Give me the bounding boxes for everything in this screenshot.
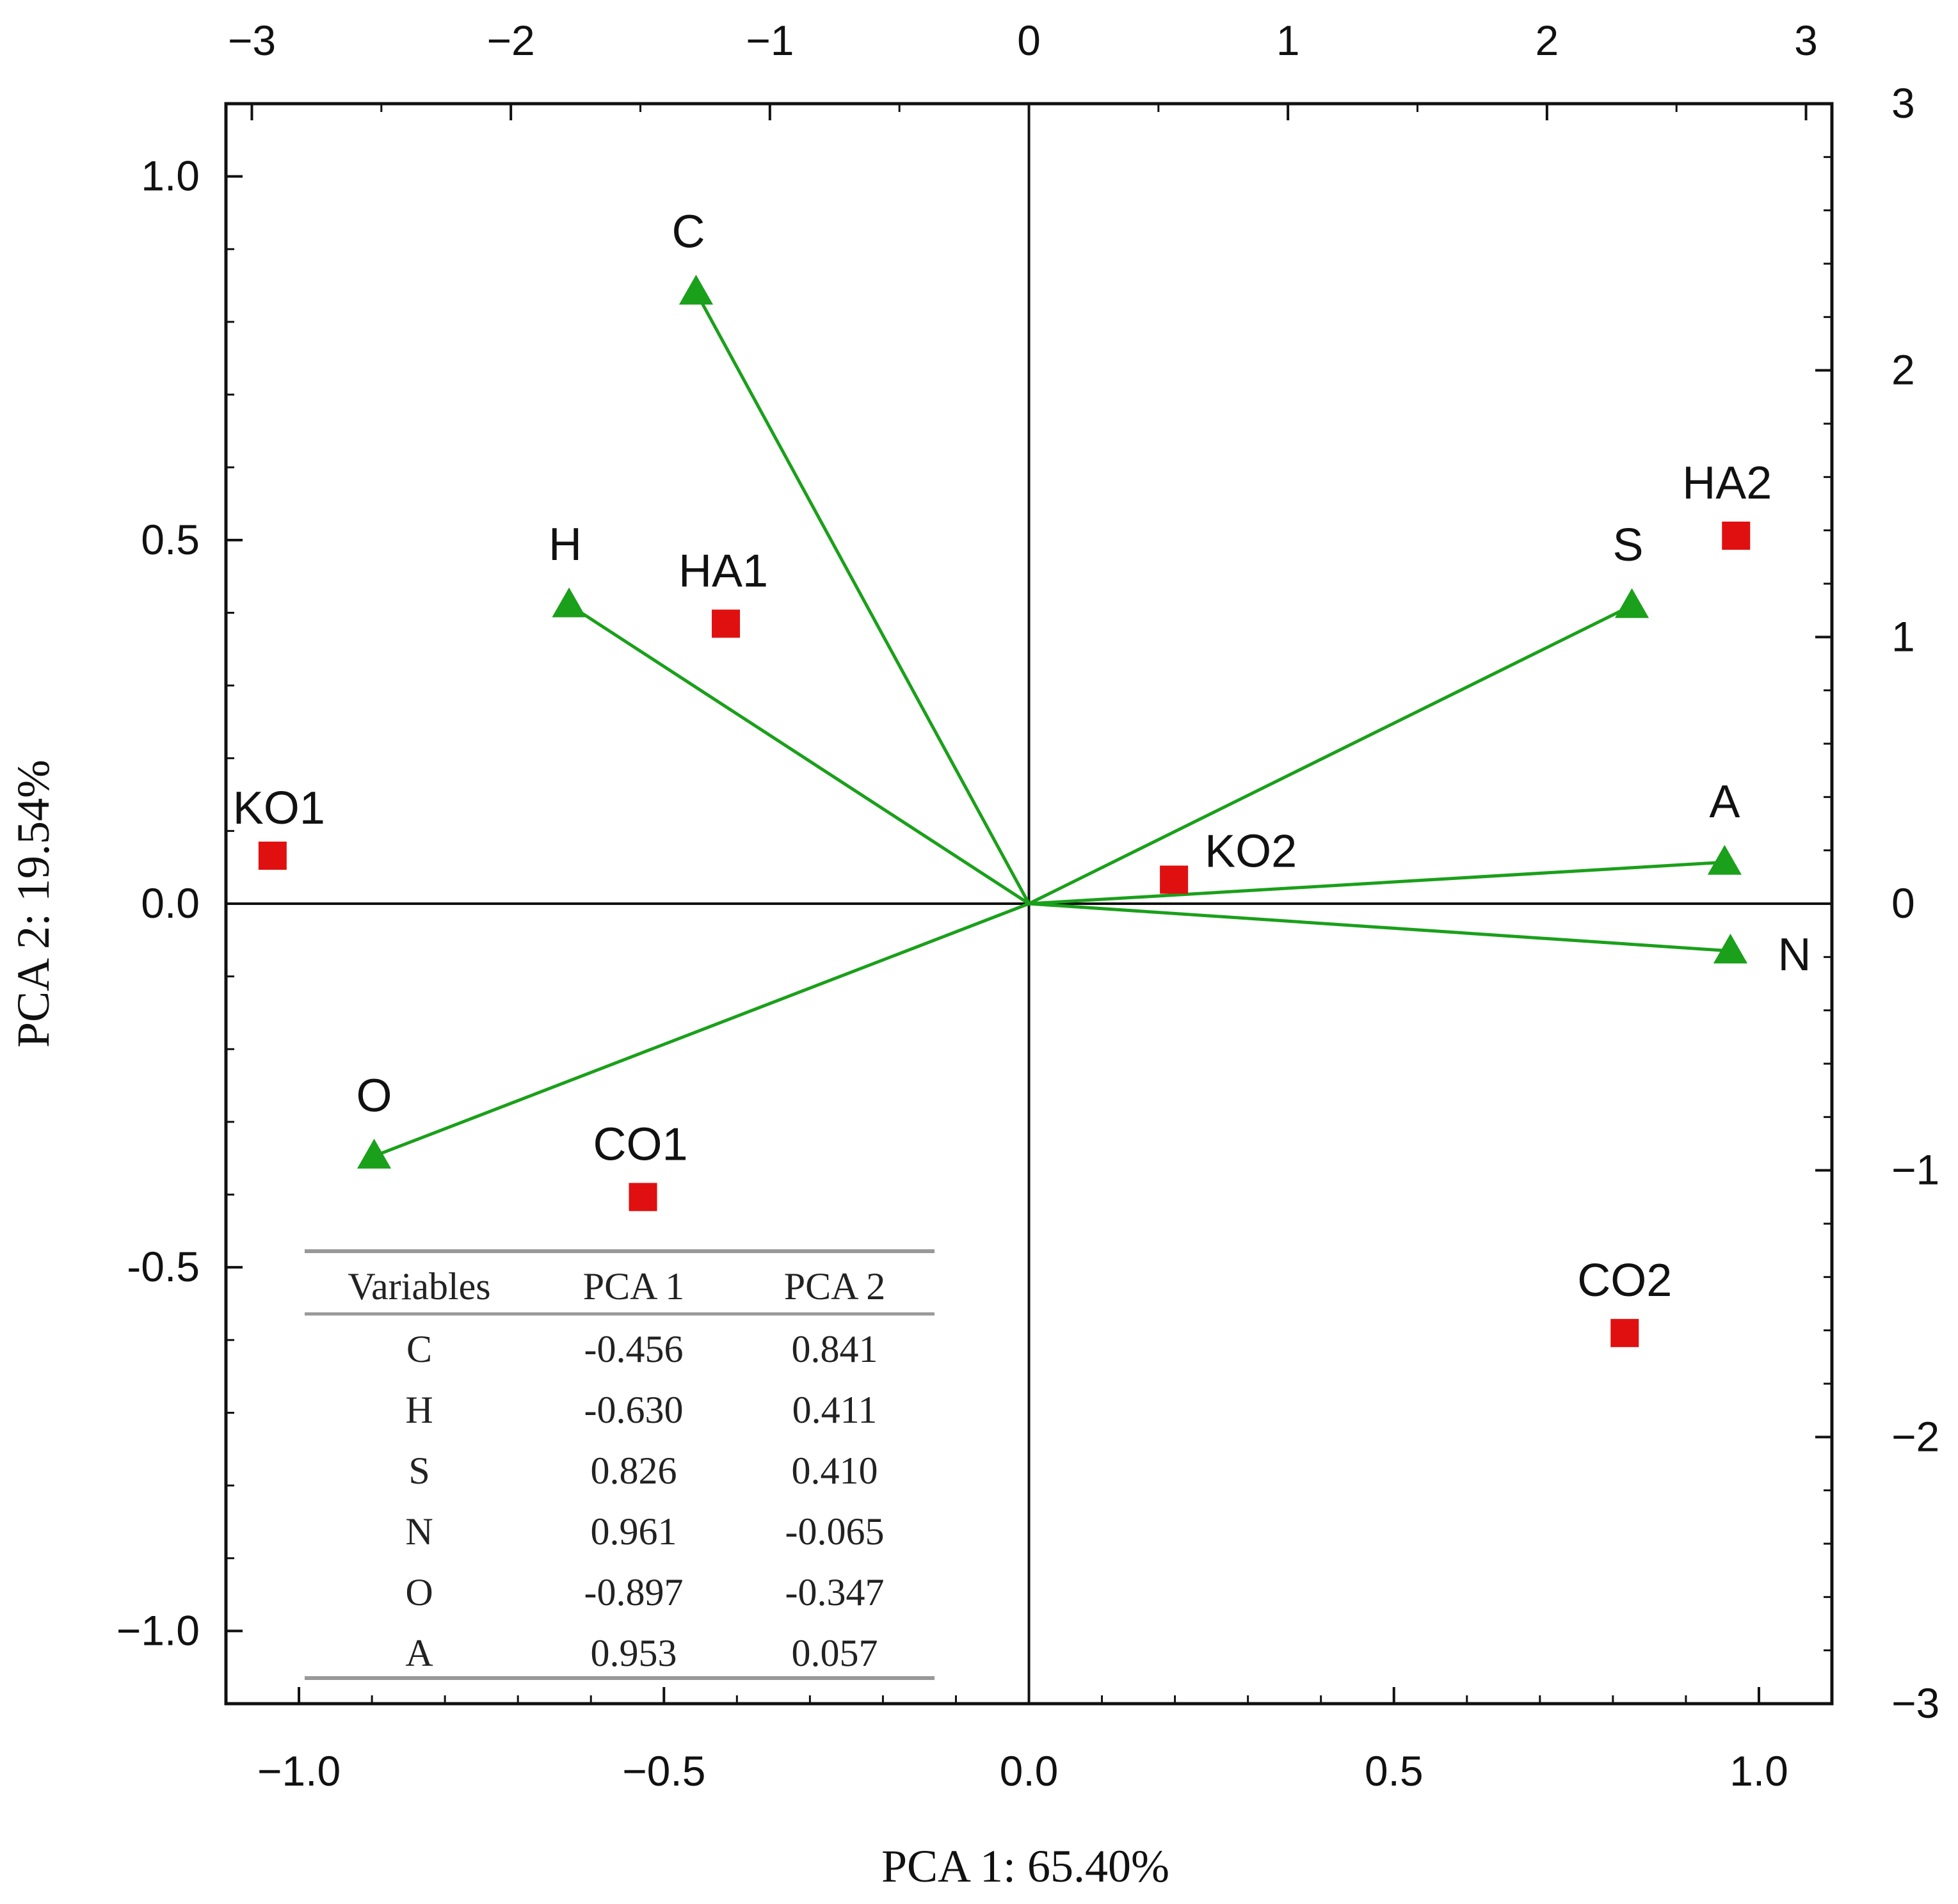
score-label-co2: CO2: [1577, 1255, 1672, 1306]
table-cell: A: [405, 1632, 433, 1674]
table-cell: 0.826: [591, 1450, 677, 1492]
bottom-x-tick-label: 1.0: [1729, 1747, 1788, 1795]
table-cell: 0.057: [792, 1632, 878, 1674]
table-cell: N: [405, 1510, 433, 1553]
top-x-tick-label: 3: [1794, 17, 1818, 64]
table-cell: -0.630: [584, 1389, 684, 1431]
score-marker-ko2: [1160, 865, 1189, 894]
table-cell: 0.841: [792, 1328, 878, 1370]
right-y-tick-label: 2: [1891, 346, 1915, 394]
score-label-co1: CO1: [593, 1119, 688, 1170]
loading-marker-h: [552, 587, 586, 618]
loading-marker-a: [1707, 845, 1742, 875]
bottom-x-tick-label: 0.0: [1000, 1747, 1059, 1795]
table-cell: H: [405, 1389, 433, 1431]
top-x-tick-label: −3: [228, 17, 276, 64]
loading-vector-o: [373, 902, 1030, 1158]
score-marker-ko1: [258, 842, 287, 870]
right-y-tick-label: 1: [1891, 612, 1915, 660]
y-axis-title: PCA 2: 19.54%: [8, 760, 59, 1048]
loading-marker-o: [357, 1139, 392, 1169]
score-marker-ha1: [712, 609, 741, 638]
right-y-tick-label: −3: [1891, 1679, 1939, 1727]
table-header-cell: Variables: [348, 1265, 490, 1308]
table-header-cell: PCA 1: [583, 1265, 684, 1308]
loading-vector-n: [1029, 902, 1731, 953]
table-cell: -0.456: [584, 1328, 684, 1370]
top-x-tick-label: −2: [487, 17, 535, 64]
loading-label-o: O: [357, 1070, 392, 1121]
table-cell: 0.410: [792, 1450, 878, 1492]
loading-marker-s: [1614, 588, 1649, 618]
score-label-ha1: HA1: [678, 546, 768, 597]
left-y-tick-label: 1.0: [141, 152, 200, 200]
loading-vector-h: [568, 603, 1030, 906]
left-y-tick-label: −1.0: [116, 1606, 200, 1654]
top-x-tick-label: 1: [1276, 17, 1300, 64]
loading-marker-c: [678, 275, 714, 305]
table-cell: -0.347: [785, 1571, 885, 1613]
score-label-ha2: HA2: [1682, 458, 1772, 509]
x-axis-title: PCA 1: 65.40%: [881, 1841, 1169, 1892]
table-cell: 0.953: [591, 1632, 677, 1674]
loading-label-h: H: [549, 519, 582, 570]
table-cell: 0.961: [591, 1510, 677, 1553]
score-marker-co1: [629, 1183, 657, 1212]
right-y-tick-label: −1: [1891, 1146, 1939, 1194]
loading-vector-a: [1029, 860, 1725, 906]
loading-label-s: S: [1612, 520, 1643, 571]
table-cell: S: [408, 1450, 429, 1492]
score-label-ko1: KO1: [233, 783, 325, 834]
loading-vector-s: [1028, 604, 1633, 906]
loading-vector-c: [694, 291, 1031, 905]
table-cell: 0.411: [792, 1389, 878, 1431]
left-y-tick-label: -0.5: [127, 1243, 200, 1290]
loading-label-n: N: [1777, 929, 1811, 980]
top-x-tick-label: 0: [1017, 17, 1041, 64]
right-y-tick-label: −2: [1891, 1412, 1939, 1460]
table-cell: -0.065: [785, 1510, 885, 1553]
score-marker-ha2: [1722, 522, 1751, 550]
left-y-tick-label: 0.5: [141, 516, 200, 563]
loading-label-a: A: [1709, 776, 1740, 828]
table-cell: -0.897: [584, 1571, 684, 1613]
loading-marker-n: [1713, 933, 1748, 964]
right-y-tick-label: 3: [1891, 79, 1915, 127]
table-header-cell: PCA 2: [784, 1265, 885, 1308]
table-cell: O: [405, 1571, 433, 1613]
right-y-tick-label: 0: [1891, 879, 1915, 927]
top-x-tick-label: −1: [746, 17, 794, 64]
loading-label-c: C: [671, 206, 705, 257]
top-x-tick-label: 2: [1535, 17, 1559, 64]
bottom-x-tick-label: 0.5: [1365, 1747, 1424, 1795]
bottom-x-tick-label: −1.0: [257, 1747, 341, 1795]
bottom-x-tick-label: −0.5: [622, 1747, 705, 1795]
score-label-ko2: KO2: [1205, 826, 1297, 877]
left-y-tick-label: 0.0: [141, 879, 200, 927]
score-marker-co2: [1610, 1318, 1639, 1347]
table-cell: C: [406, 1328, 432, 1370]
